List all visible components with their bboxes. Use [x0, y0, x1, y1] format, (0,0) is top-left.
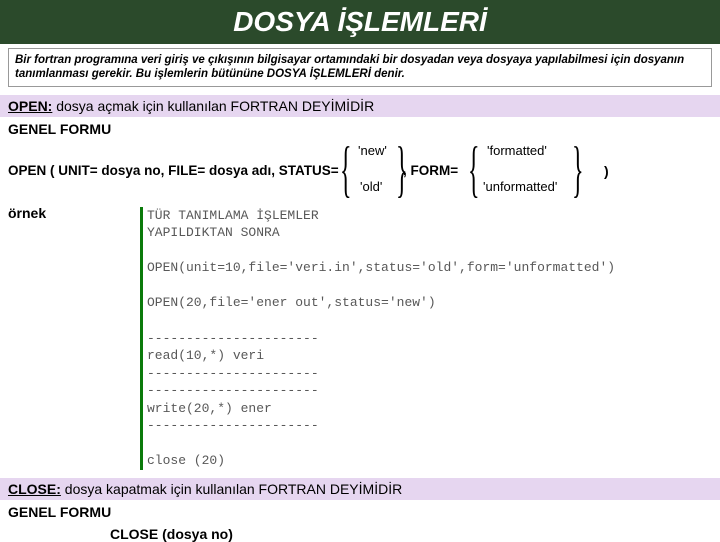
- code-line: ----------------------: [140, 417, 716, 435]
- gutter-bar: [140, 452, 143, 470]
- gutter-bar: [140, 277, 143, 295]
- example-label: örnek: [0, 205, 140, 221]
- code-line: TÜR TANIMLAMA İŞLEMLER: [140, 207, 716, 225]
- code-example: TÜR TANIMLAMA İŞLEMLERYAPILDIKTAN SONRA …: [140, 205, 720, 472]
- form-keyword: , FORM=: [403, 163, 458, 178]
- gutter-bar: [140, 259, 143, 277]
- page-title: DOSYA İŞLEMLERİ: [0, 0, 720, 44]
- code-text: YAPILDIKTAN SONRA: [147, 224, 280, 242]
- code-line: read(10,*) veri: [140, 347, 716, 365]
- code-line: OPEN(20,file='ener out',status='new'): [140, 294, 716, 312]
- code-text: ----------------------: [147, 365, 319, 383]
- code-line: [140, 277, 716, 295]
- code-text: ----------------------: [147, 330, 319, 348]
- code-line: [140, 435, 716, 453]
- code-line: ----------------------: [140, 382, 716, 400]
- code-text: [147, 277, 155, 295]
- general-form-heading-close: GENEL FORMU: [0, 502, 720, 524]
- open-strip-text: dosya açmak için kullanılan FORTRAN DEYİ…: [52, 98, 374, 114]
- gutter-bar: [140, 435, 143, 453]
- code-text: OPEN(unit=10,file='veri.in',status='old'…: [147, 259, 615, 277]
- code-text: [147, 242, 155, 260]
- code-text: OPEN(20,file='ener out',status='new'): [147, 294, 436, 312]
- code-line: [140, 312, 716, 330]
- gutter-bar: [140, 347, 143, 365]
- close-call: CLOSE (dosya no): [0, 524, 720, 542]
- gutter-bar: [140, 400, 143, 418]
- code-line: OPEN(unit=10,file='veri.in',status='old'…: [140, 259, 716, 277]
- code-line: ----------------------: [140, 365, 716, 383]
- code-text: close (20): [147, 452, 225, 470]
- open-signature-left: OPEN ( UNIT= dosya no, FILE= dosya adı, …: [8, 163, 339, 178]
- gutter-bar: [140, 294, 143, 312]
- gutter-bar: [140, 417, 143, 435]
- code-line: write(20,*) ener: [140, 400, 716, 418]
- intro-text: Bir fortran programına veri giriş ve çık…: [8, 48, 712, 87]
- brace-icon: {: [340, 137, 352, 207]
- code-text: TÜR TANIMLAMA İŞLEMLER: [147, 207, 319, 225]
- status-option-old: 'old': [360, 179, 382, 194]
- close-strip: CLOSE: dosya kapatmak için kullanılan FO…: [0, 478, 720, 500]
- close-paren: ): [604, 163, 609, 179]
- open-keyword: OPEN:: [8, 98, 52, 114]
- code-text: read(10,*) veri: [147, 347, 264, 365]
- gutter-bar: [140, 382, 143, 400]
- gutter-bar: [140, 312, 143, 330]
- gutter-bar: [140, 207, 143, 225]
- code-line: [140, 242, 716, 260]
- code-line: YAPILDIKTAN SONRA: [140, 224, 716, 242]
- code-text: ----------------------: [147, 382, 319, 400]
- open-strip: OPEN: dosya açmak için kullanılan FORTRA…: [0, 95, 720, 117]
- gutter-bar: [140, 242, 143, 260]
- close-keyword: CLOSE:: [8, 481, 61, 497]
- status-option-new: 'new': [358, 143, 387, 158]
- code-text: [147, 312, 155, 330]
- code-text: write(20,*) ener: [147, 400, 272, 418]
- general-form-heading-open: GENEL FORMU: [0, 119, 720, 141]
- open-signature: OPEN ( UNIT= dosya no, FILE= dosya adı, …: [0, 141, 720, 205]
- brace-icon: {: [468, 137, 480, 207]
- code-text: ----------------------: [147, 417, 319, 435]
- close-strip-text: dosya kapatmak için kullanılan FORTRAN D…: [61, 481, 402, 497]
- form-option-unformatted: 'unformatted': [483, 179, 557, 194]
- form-option-formatted: 'formatted': [487, 143, 547, 158]
- code-line: ----------------------: [140, 330, 716, 348]
- gutter-bar: [140, 224, 143, 242]
- gutter-bar: [140, 330, 143, 348]
- code-text: [147, 435, 155, 453]
- gutter-bar: [140, 365, 143, 383]
- code-line: close (20): [140, 452, 716, 470]
- brace-icon: }: [572, 137, 584, 207]
- example-row: örnek TÜR TANIMLAMA İŞLEMLERYAPILDIKTAN …: [0, 205, 720, 472]
